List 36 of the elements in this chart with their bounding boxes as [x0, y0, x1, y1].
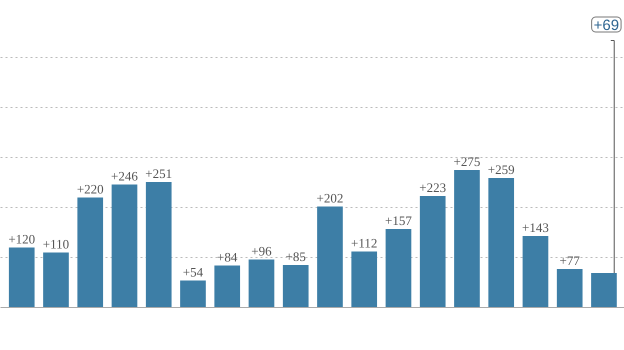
data-label: +202	[316, 190, 344, 206]
data-label: +251	[145, 166, 172, 181]
data-label: +259	[488, 162, 515, 177]
bar	[420, 196, 446, 308]
bar	[591, 273, 617, 308]
bar	[77, 198, 104, 308]
bar	[180, 280, 206, 308]
bar	[454, 170, 480, 308]
bar	[317, 206, 343, 308]
bar	[351, 252, 378, 308]
data-label: +220	[76, 182, 104, 196]
data-label: +84	[217, 250, 238, 264]
bar	[214, 266, 240, 308]
data-label: +223	[419, 180, 446, 195]
bar	[43, 252, 69, 308]
bar	[522, 236, 548, 308]
bar	[146, 182, 172, 308]
data-label: +96	[251, 244, 272, 258]
bar	[556, 269, 583, 308]
data-label: +110	[42, 236, 70, 252]
data-label: +85	[286, 249, 306, 264]
data-label: +246	[111, 168, 138, 184]
bar	[8, 248, 35, 308]
bar	[248, 260, 274, 308]
data-label: +54	[182, 264, 204, 280]
bar	[112, 184, 138, 308]
data-label: +157	[385, 213, 412, 228]
annotation: +69	[594, 17, 620, 34]
data-label: +143	[522, 220, 549, 235]
data-label: +112	[351, 236, 378, 250]
data-label: +275	[454, 154, 480, 169]
data-label: +120	[8, 232, 36, 246]
bar	[488, 178, 514, 308]
data-label: +77	[560, 253, 580, 268]
bar	[282, 265, 309, 308]
bar	[386, 229, 412, 308]
